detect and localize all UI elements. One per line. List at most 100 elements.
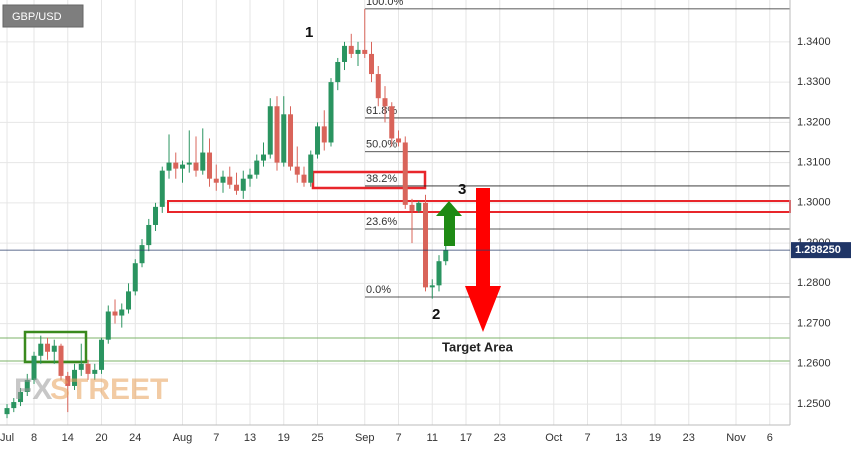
candle-body: [153, 206, 159, 225]
x-tick-label: Aug: [173, 432, 193, 444]
candle-body: [4, 408, 10, 415]
candle-body: [362, 49, 368, 54]
candle-body: [132, 263, 138, 292]
candle-body: [423, 202, 429, 288]
candle-body: [321, 126, 327, 143]
up-arrow: [436, 201, 462, 246]
annotation: 1: [305, 24, 313, 41]
y-tick-label: 1.2600: [797, 358, 831, 370]
down-arrow: [465, 188, 501, 332]
candle-body: [369, 53, 375, 75]
candle-body: [105, 311, 111, 340]
candle-body: [436, 261, 442, 286]
candle-body: [308, 154, 314, 183]
candle-body: [294, 166, 300, 175]
candle-body: [207, 152, 213, 179]
x-tick-label: 23: [494, 432, 506, 444]
candle-body: [58, 345, 64, 376]
candle-body: [429, 285, 435, 288]
candle-body: [119, 309, 125, 316]
candle-body: [99, 339, 105, 370]
last-price-label: 1.288250: [795, 244, 841, 256]
fib-label: 50.0%: [366, 139, 397, 151]
candle-body: [159, 170, 165, 207]
y-tick-label: 1.3400: [797, 36, 831, 48]
candle-body: [375, 74, 381, 99]
candle-body: [443, 250, 449, 262]
candle-body: [416, 202, 422, 211]
y-tick-label: 1.2700: [797, 317, 831, 329]
candles: [4, 8, 449, 419]
badge-bg: [2, 4, 84, 28]
candle-body: [389, 106, 395, 139]
x-tick-label: 23: [683, 432, 695, 444]
y-tick-label: 1.2500: [797, 398, 831, 410]
symbol: GBP/USD: [12, 11, 62, 23]
candle-body: [200, 152, 206, 171]
x-tick-label: 13: [615, 432, 627, 444]
candle-body: [234, 184, 240, 191]
watermark-fx: FX: [14, 373, 52, 406]
green-box: [23, 330, 88, 364]
fib-label: 100.0%: [366, 0, 404, 8]
x-tick-label: 19: [649, 432, 661, 444]
candle-body: [220, 176, 226, 183]
candle-body: [51, 345, 57, 352]
candle-body: [382, 98, 388, 107]
x-tick-label: 6: [767, 432, 773, 444]
candle-body: [281, 114, 287, 163]
candle-body: [65, 375, 71, 386]
x-tick-label: 20: [95, 432, 107, 444]
candle-body: [193, 162, 199, 171]
watermark-street: STREET: [50, 373, 168, 406]
x-tick-label: 11: [427, 432, 438, 444]
x-tick-label: 13: [244, 432, 256, 444]
fib-label: 0.0%: [366, 284, 391, 296]
candle-body: [348, 45, 354, 54]
candle-body: [18, 391, 24, 403]
candle-body: [396, 138, 402, 143]
candle-body: [274, 106, 280, 163]
candle-body: [180, 164, 186, 169]
candle-body: [261, 154, 267, 161]
axes: 1.25001.26001.27001.28001.29001.30001.31…: [0, 36, 851, 444]
candle-body: [139, 245, 145, 264]
candle-body: [409, 204, 415, 211]
candle-body: [85, 363, 91, 374]
candle-body: [112, 311, 118, 316]
fib-label: 23.6%: [366, 216, 397, 228]
candle-body: [288, 114, 294, 167]
candle-body: [328, 82, 334, 143]
candle-body: [166, 162, 172, 171]
y-tick-label: 1.3000: [797, 197, 831, 209]
y-tick-label: 1.2800: [797, 277, 831, 289]
candle-body: [173, 162, 179, 169]
candle-body: [342, 45, 348, 62]
candle-body: [11, 402, 17, 409]
x-tick-label: 25: [311, 432, 323, 444]
candle-body: [24, 379, 30, 392]
candle-body: [267, 106, 273, 155]
candle-body: [213, 178, 219, 183]
x-tick-label: 17: [460, 432, 472, 444]
fib-label: 38.2%: [366, 173, 397, 185]
annotation: 2: [432, 306, 440, 323]
candle-body: [254, 160, 260, 175]
x-tick-label: Oct: [545, 432, 562, 444]
candle-body: [315, 126, 321, 155]
watermark: FX STREET: [14, 373, 168, 406]
candle-body: [301, 174, 307, 183]
candle-body: [227, 176, 233, 185]
candle-body: [335, 61, 341, 83]
candle-body: [126, 291, 132, 310]
x-tick-label: 19: [278, 432, 290, 444]
x-tick-label: Jul: [0, 432, 14, 444]
candle-body: [31, 355, 37, 380]
x-tick-label: 7: [213, 432, 219, 444]
candle-body: [247, 174, 253, 179]
candle-body: [92, 369, 98, 374]
y-tick-label: 1.3300: [797, 76, 831, 88]
x-tick-label: 14: [62, 432, 74, 444]
